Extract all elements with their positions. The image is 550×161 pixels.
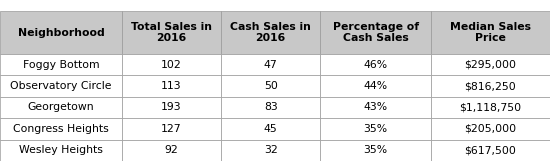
Text: Congress Heights: Congress Heights xyxy=(13,124,109,134)
Bar xyxy=(431,11,550,54)
Text: 83: 83 xyxy=(264,102,278,113)
Bar xyxy=(122,54,221,75)
Text: $1,118,750: $1,118,750 xyxy=(459,102,521,113)
Text: 32: 32 xyxy=(264,145,278,155)
Bar xyxy=(0,140,122,161)
Bar xyxy=(221,11,320,54)
Text: 35%: 35% xyxy=(364,145,388,155)
Text: Percentage of
Cash Sales: Percentage of Cash Sales xyxy=(333,22,419,43)
Bar xyxy=(221,118,320,140)
Bar xyxy=(0,97,122,118)
Bar xyxy=(431,54,550,75)
Bar xyxy=(221,54,320,75)
Text: $295,000: $295,000 xyxy=(464,60,516,70)
Text: Wesley Heights: Wesley Heights xyxy=(19,145,103,155)
Bar xyxy=(0,118,122,140)
Text: Foggy Bottom: Foggy Bottom xyxy=(23,60,99,70)
Text: 47: 47 xyxy=(264,60,278,70)
Bar xyxy=(122,75,221,97)
Text: Observatory Circle: Observatory Circle xyxy=(10,81,112,91)
Bar xyxy=(122,140,221,161)
Bar xyxy=(122,118,221,140)
Text: 193: 193 xyxy=(161,102,182,113)
Text: 35%: 35% xyxy=(364,124,388,134)
Text: 127: 127 xyxy=(161,124,182,134)
Text: 113: 113 xyxy=(161,81,182,91)
Bar xyxy=(431,75,550,97)
Bar xyxy=(0,11,122,54)
Bar xyxy=(431,140,550,161)
Bar xyxy=(122,11,221,54)
Text: $617,500: $617,500 xyxy=(465,145,516,155)
Text: 46%: 46% xyxy=(364,60,388,70)
Text: 43%: 43% xyxy=(364,102,388,113)
Text: Median Sales
Price: Median Sales Price xyxy=(450,22,531,43)
Text: $816,250: $816,250 xyxy=(465,81,516,91)
Text: Cash Sales in
2016: Cash Sales in 2016 xyxy=(230,22,311,43)
Bar xyxy=(0,54,122,75)
Bar xyxy=(431,118,550,140)
Text: 102: 102 xyxy=(161,60,182,70)
Bar xyxy=(320,118,431,140)
Bar xyxy=(431,97,550,118)
Bar xyxy=(221,75,320,97)
Bar xyxy=(320,97,431,118)
Bar xyxy=(320,54,431,75)
Text: Georgetown: Georgetown xyxy=(28,102,94,113)
Bar xyxy=(221,140,320,161)
Text: 92: 92 xyxy=(164,145,178,155)
Bar xyxy=(320,75,431,97)
Text: 44%: 44% xyxy=(364,81,388,91)
Text: 45: 45 xyxy=(264,124,278,134)
Text: Neighborhood: Neighborhood xyxy=(18,28,104,38)
Text: $205,000: $205,000 xyxy=(464,124,516,134)
Bar xyxy=(320,11,431,54)
Text: 50: 50 xyxy=(264,81,278,91)
Bar xyxy=(320,140,431,161)
Text: Total Sales in
2016: Total Sales in 2016 xyxy=(131,22,212,43)
Bar xyxy=(221,97,320,118)
Bar xyxy=(122,97,221,118)
Bar xyxy=(0,75,122,97)
